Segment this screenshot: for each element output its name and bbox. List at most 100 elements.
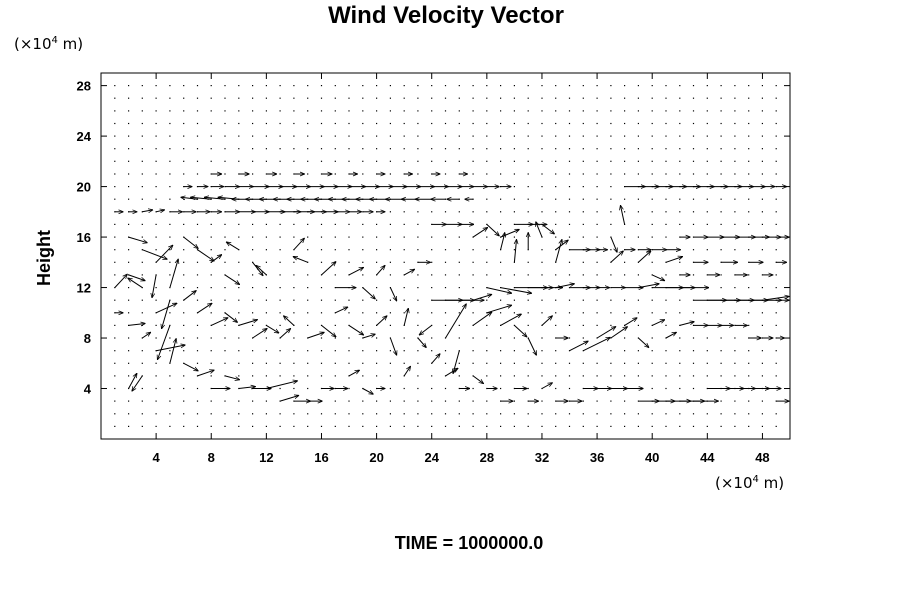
grid-dot xyxy=(279,122,281,125)
grid-dot xyxy=(141,350,143,352)
y-tick-label: 8 xyxy=(84,331,91,346)
grid-dot xyxy=(610,135,612,137)
grid-dot xyxy=(748,350,750,352)
grid-dot xyxy=(155,425,157,427)
grid-dot xyxy=(720,148,722,150)
grid-dot xyxy=(389,160,391,162)
grid-dot xyxy=(128,249,130,251)
grid-dot xyxy=(320,223,323,225)
grid-dot xyxy=(596,186,598,188)
grid-dot xyxy=(389,261,391,263)
grid-dot xyxy=(500,274,502,276)
grid-dot xyxy=(265,362,267,364)
grid-dot xyxy=(210,160,212,162)
grid-dot xyxy=(596,299,598,301)
grid-dot xyxy=(128,186,130,188)
grid-dot xyxy=(431,122,433,125)
grid-dot xyxy=(210,287,212,289)
grid-dot xyxy=(252,223,254,225)
grid-dot xyxy=(183,350,185,352)
grid-dot xyxy=(196,198,199,200)
grid-dot xyxy=(320,249,323,251)
grid-dot xyxy=(348,97,350,99)
grid-dot xyxy=(582,400,584,402)
grid-dot xyxy=(734,249,736,251)
grid-dot xyxy=(513,148,515,150)
grid-dot xyxy=(458,274,460,276)
grid-dot xyxy=(541,211,543,213)
grid-dot xyxy=(238,85,240,87)
grid-dot xyxy=(320,97,323,99)
grid-dot xyxy=(761,160,763,162)
grid-dot xyxy=(431,337,433,339)
grid-dot xyxy=(320,362,323,364)
grid-dot xyxy=(761,110,763,112)
grid-dot xyxy=(444,287,447,289)
grid-dot xyxy=(169,425,171,427)
grid-dot xyxy=(169,362,171,364)
grid-dot xyxy=(141,186,143,188)
grid-dot xyxy=(348,85,350,87)
wind-vector xyxy=(256,266,267,276)
grid-dot xyxy=(472,85,474,87)
grid-dot xyxy=(403,85,405,87)
grid-dot xyxy=(183,249,185,251)
grid-dot xyxy=(265,236,267,238)
grid-dot xyxy=(431,274,433,276)
grid-dot xyxy=(665,198,667,200)
grid-dot xyxy=(665,160,667,162)
grid-dot xyxy=(541,413,543,415)
grid-dot xyxy=(568,387,571,390)
grid-dot xyxy=(417,160,419,162)
grid-dot xyxy=(651,413,653,415)
grid-dot xyxy=(169,337,171,339)
grid-dot xyxy=(775,249,777,251)
grid-dot xyxy=(334,148,336,150)
grid-dot xyxy=(334,122,336,125)
grid-dot xyxy=(555,299,557,301)
grid-dot xyxy=(720,413,722,415)
grid-dot xyxy=(596,236,598,238)
grid-dot xyxy=(555,148,557,150)
grid-dot xyxy=(596,148,598,150)
grid-dot xyxy=(444,261,447,263)
grid-dot xyxy=(582,148,584,150)
x-tick-label: 16 xyxy=(314,450,328,465)
grid-dot xyxy=(114,274,116,276)
grid-dot xyxy=(610,160,612,162)
grid-dot xyxy=(334,85,336,87)
grid-dot xyxy=(596,97,598,99)
grid-dot xyxy=(114,160,116,162)
grid-dot xyxy=(279,85,281,87)
grid-dot xyxy=(334,425,336,427)
grid-dot xyxy=(527,110,529,112)
grid-dot xyxy=(196,274,199,276)
grid-dot xyxy=(279,375,281,377)
grid-dot xyxy=(348,236,350,238)
grid-dot xyxy=(348,299,350,301)
grid-dot xyxy=(362,249,364,251)
grid-dot xyxy=(610,211,612,213)
grid-dot xyxy=(582,85,584,87)
wind-vector xyxy=(624,318,637,326)
grid-dot xyxy=(472,135,474,137)
grid-dot xyxy=(252,160,254,162)
grid-dot xyxy=(458,375,460,377)
grid-dot xyxy=(596,173,598,175)
grid-dot xyxy=(265,261,267,263)
grid-dot xyxy=(196,236,199,238)
grid-dot xyxy=(252,287,254,289)
grid-dot xyxy=(334,173,336,175)
grid-dot xyxy=(376,223,378,225)
grid-dot xyxy=(706,97,708,99)
grid-dot xyxy=(624,85,626,87)
grid-dot xyxy=(252,299,254,301)
x-axis-ticks: 4 8 12 16 20 24 28 32 36 40 44 48 xyxy=(153,73,770,465)
grid-dot xyxy=(775,400,777,402)
grid-dot xyxy=(706,85,708,87)
grid-dot xyxy=(114,249,116,251)
grid-dot xyxy=(568,274,571,276)
grid-dot xyxy=(362,324,364,326)
grid-dot xyxy=(224,148,226,150)
wind-vector xyxy=(541,383,552,389)
